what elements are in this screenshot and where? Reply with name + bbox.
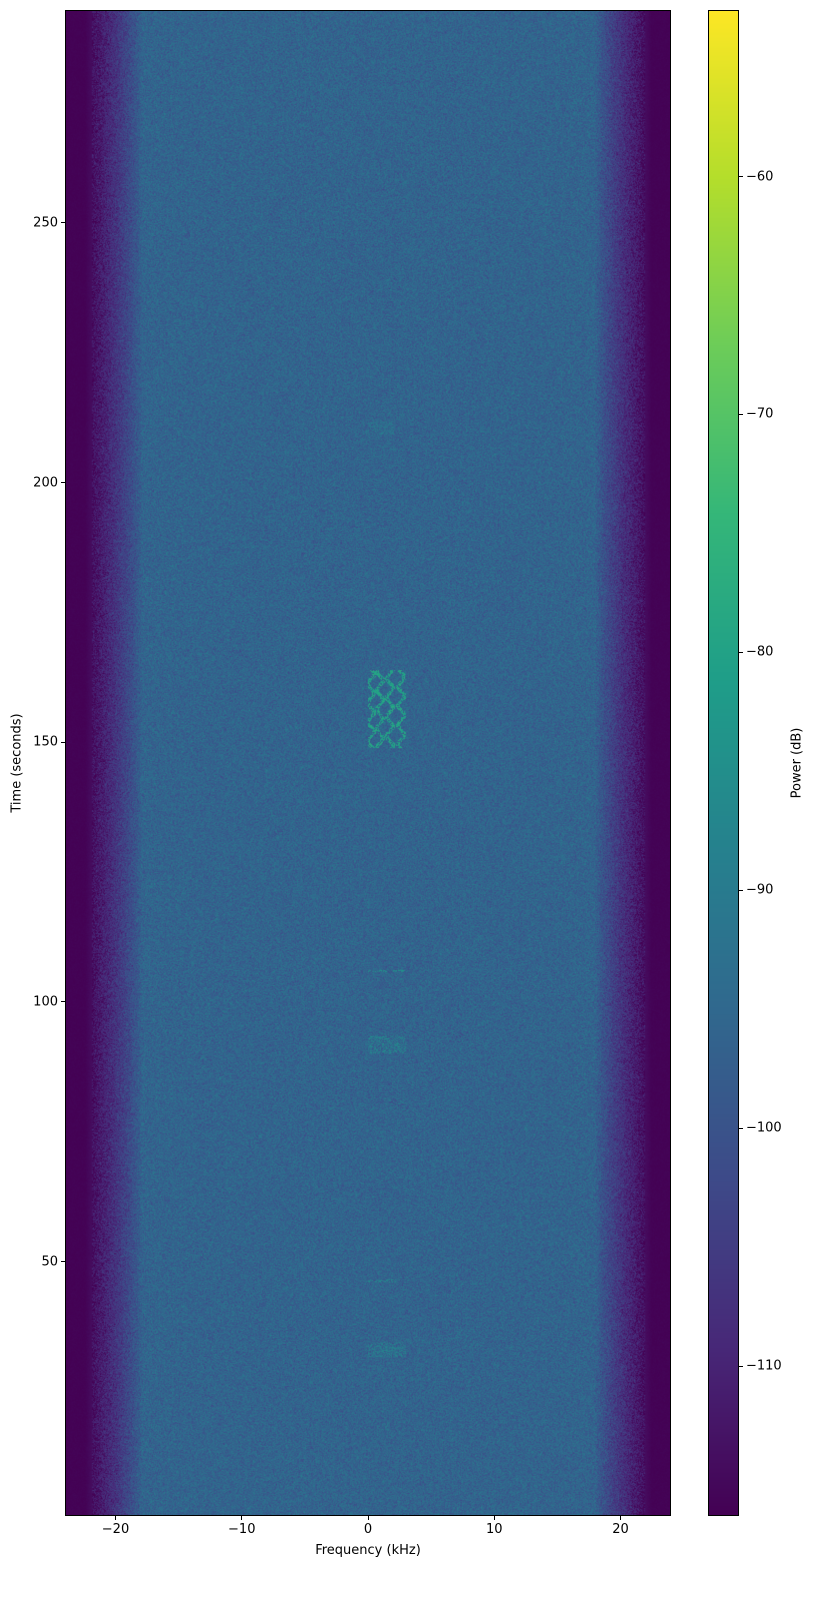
x-tick-mark bbox=[620, 1516, 621, 1520]
y-tick-mark bbox=[61, 482, 65, 484]
colorbar bbox=[708, 10, 739, 1516]
colorbar-label: Power (dB) bbox=[789, 727, 805, 799]
x-tick-mark bbox=[241, 1516, 243, 1520]
colorbar-tick-mark bbox=[739, 1127, 743, 1129]
y-tick-mark bbox=[61, 1001, 65, 1003]
x-tick-label: 0 bbox=[363, 1522, 373, 1537]
colorbar-tick-label: −80 bbox=[746, 644, 774, 660]
y-tick-label: 250 bbox=[33, 215, 58, 231]
y-tick-label: 200 bbox=[33, 475, 58, 491]
x-tick-label: 20 bbox=[612, 1522, 629, 1537]
colorbar-tick-label: −70 bbox=[746, 406, 774, 422]
x-tick-label: −10 bbox=[228, 1522, 256, 1537]
y-tick-label: 100 bbox=[33, 994, 58, 1010]
spectrogram-plot-area bbox=[65, 10, 671, 1516]
x-tick-mark bbox=[493, 1516, 495, 1520]
y-tick-label: 150 bbox=[33, 734, 58, 750]
colorbar-gradient bbox=[709, 11, 738, 1515]
colorbar-tick-label: −90 bbox=[746, 882, 774, 898]
x-tick-label: 10 bbox=[485, 1522, 503, 1537]
colorbar-tick-mark bbox=[739, 1365, 743, 1367]
colorbar-tick-mark bbox=[739, 889, 743, 891]
colorbar-tick-mark bbox=[739, 651, 743, 653]
colorbar-tick-label: −110 bbox=[746, 1358, 782, 1374]
colorbar-tick-mark bbox=[739, 176, 743, 178]
x-tick-mark bbox=[115, 1516, 116, 1520]
y-tick-mark bbox=[61, 741, 65, 743]
x-axis-label: Frequency (kHz) bbox=[315, 1543, 421, 1558]
colorbar-tick-label: −60 bbox=[746, 169, 774, 185]
x-tick-mark bbox=[367, 1516, 369, 1520]
x-tick-label: −20 bbox=[101, 1522, 130, 1537]
y-tick-label: 50 bbox=[41, 1254, 58, 1270]
colorbar-tick-label: −100 bbox=[746, 1120, 782, 1136]
y-axis-label: Time (seconds) bbox=[9, 713, 25, 813]
y-tick-mark bbox=[61, 222, 65, 224]
colorbar-tick-mark bbox=[739, 413, 743, 415]
spectrogram-heatmap bbox=[66, 11, 670, 1515]
y-tick-mark bbox=[61, 1261, 65, 1263]
